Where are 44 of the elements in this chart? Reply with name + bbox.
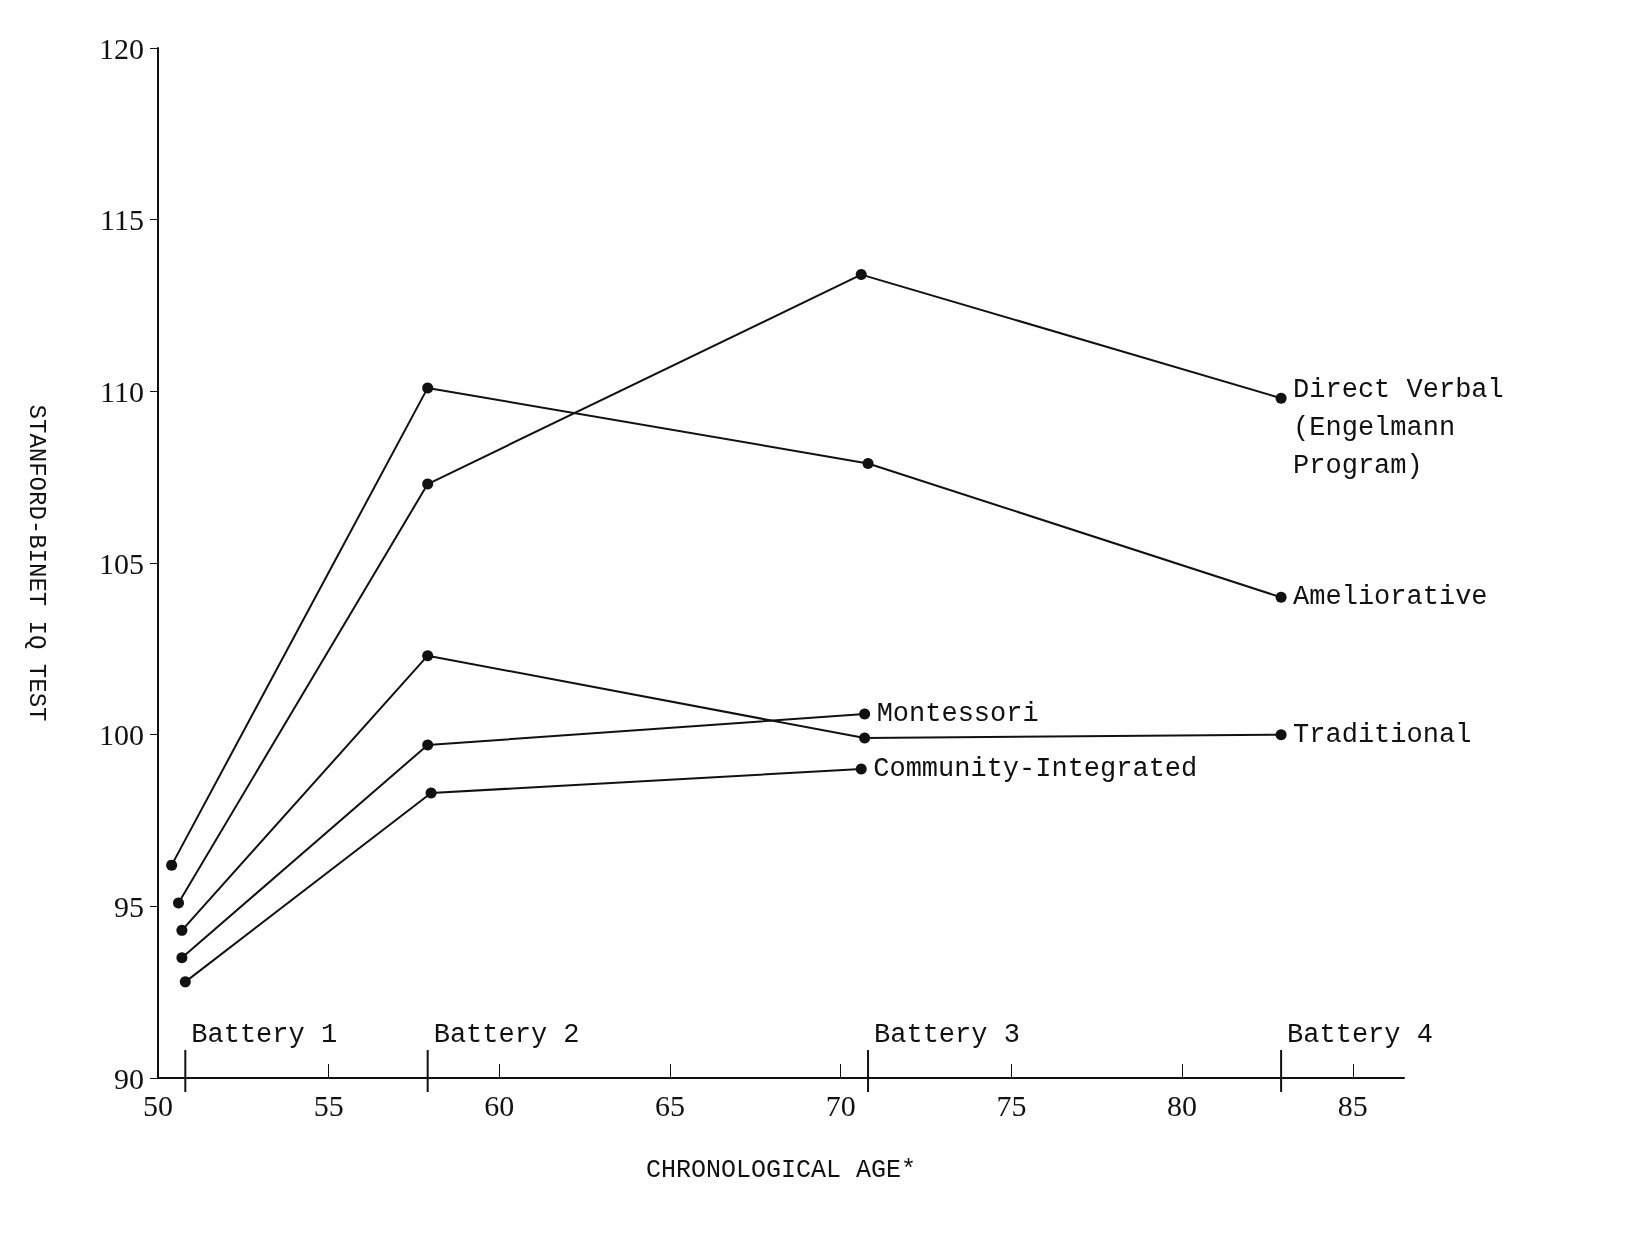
point [179, 976, 191, 988]
series-label: Traditional [1293, 719, 1472, 750]
x-tick-label: 80 [1167, 1088, 1198, 1122]
ref-line-label: Battery 2 [433, 1019, 580, 1050]
y-tick-label: 110 [100, 374, 144, 408]
point [1275, 591, 1287, 603]
x-tick-label: 70 [825, 1088, 856, 1122]
y-tick-label: 95 [114, 889, 144, 923]
point [855, 269, 867, 281]
point [422, 650, 434, 662]
x-tick-label: 85 [1337, 1088, 1368, 1122]
point [172, 897, 184, 909]
x-axis-title: CHRONOLOGICAL AGE* [645, 1156, 917, 1185]
ref-line-label: Battery 1 [191, 1019, 338, 1050]
x-tick-label: 65 [655, 1088, 686, 1122]
x-tick-label: 60 [484, 1088, 515, 1122]
point [1275, 392, 1287, 404]
point [176, 924, 188, 936]
series-label: Ameliorative [1293, 582, 1488, 613]
point [425, 787, 437, 799]
y-tick-label: 115 [100, 203, 144, 237]
ref-line-label: Battery 4 [1287, 1019, 1433, 1050]
point [422, 739, 434, 751]
x-tick-label: 75 [996, 1088, 1027, 1122]
y-tick-label: 100 [99, 718, 144, 752]
point [859, 732, 871, 744]
point [176, 952, 188, 964]
point [166, 859, 178, 871]
point [859, 708, 871, 720]
x-tick-label: 50 [143, 1088, 173, 1122]
ref-line-label: Battery 3 [874, 1019, 1020, 1050]
y-tick-label: 90 [114, 1061, 144, 1095]
point [422, 478, 434, 490]
point [1275, 729, 1287, 741]
series-label: Community-Integrated [873, 754, 1198, 784]
x-tick-label: 55 [313, 1088, 344, 1122]
y-axis-title: STANFORD-BINET IQ TEST [22, 404, 50, 722]
point [855, 763, 867, 775]
y-tick-label: 120 [99, 31, 144, 65]
series-label: Direct Verbal (Engelmann Program) [1293, 375, 1504, 482]
point [422, 382, 434, 394]
series-label: Montessori [876, 699, 1039, 730]
y-tick-label: 105 [99, 546, 144, 580]
point [862, 457, 874, 469]
